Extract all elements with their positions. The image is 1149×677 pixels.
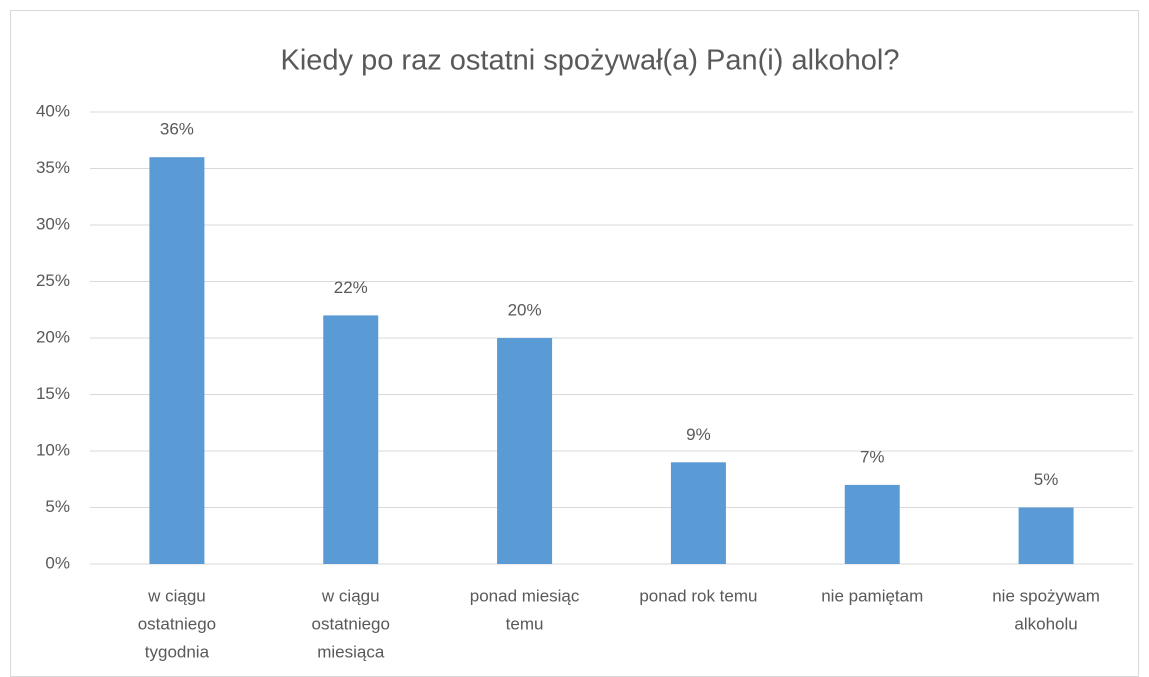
x-tick-label: ponad miesiąc bbox=[470, 586, 580, 605]
x-tick-label: w ciągu bbox=[321, 586, 380, 605]
y-tick-label: 5% bbox=[45, 497, 70, 516]
y-tick-label: 0% bbox=[45, 553, 70, 572]
bar bbox=[149, 157, 205, 564]
y-tick-label: 35% bbox=[36, 158, 70, 177]
x-tick-label: ostatniego bbox=[312, 614, 390, 633]
x-tick-label: nie spożywam bbox=[992, 586, 1100, 605]
bar bbox=[844, 484, 900, 564]
data-label: 20% bbox=[508, 300, 542, 319]
data-label: 5% bbox=[1034, 470, 1059, 489]
x-tick-label: miesiąca bbox=[317, 642, 385, 661]
bar bbox=[670, 462, 726, 564]
x-tick-label: nie pamiętam bbox=[821, 586, 923, 605]
x-tick-label: w ciągu bbox=[147, 586, 206, 605]
y-tick-label: 10% bbox=[36, 440, 70, 459]
bar bbox=[497, 338, 553, 564]
data-label: 7% bbox=[860, 447, 885, 466]
data-label: 22% bbox=[334, 278, 368, 297]
data-label: 36% bbox=[160, 120, 194, 139]
y-tick-label: 40% bbox=[36, 101, 70, 120]
x-tick-label: alkoholu bbox=[1014, 614, 1077, 633]
data-label: 9% bbox=[686, 425, 711, 444]
y-tick-label: 30% bbox=[36, 214, 70, 233]
bar bbox=[1018, 507, 1074, 564]
x-tick-label: tygodnia bbox=[145, 642, 210, 661]
bar bbox=[323, 315, 379, 564]
x-tick-label: ponad rok temu bbox=[639, 586, 757, 605]
y-tick-label: 20% bbox=[36, 327, 70, 346]
x-tick-label: ostatniego bbox=[138, 614, 216, 633]
x-tick-label: temu bbox=[506, 614, 544, 633]
y-tick-label: 15% bbox=[36, 384, 70, 403]
y-tick-label: 25% bbox=[36, 271, 70, 290]
chart-title: Kiedy po raz ostatni spożywał(a) Pan(i) … bbox=[281, 45, 900, 77]
